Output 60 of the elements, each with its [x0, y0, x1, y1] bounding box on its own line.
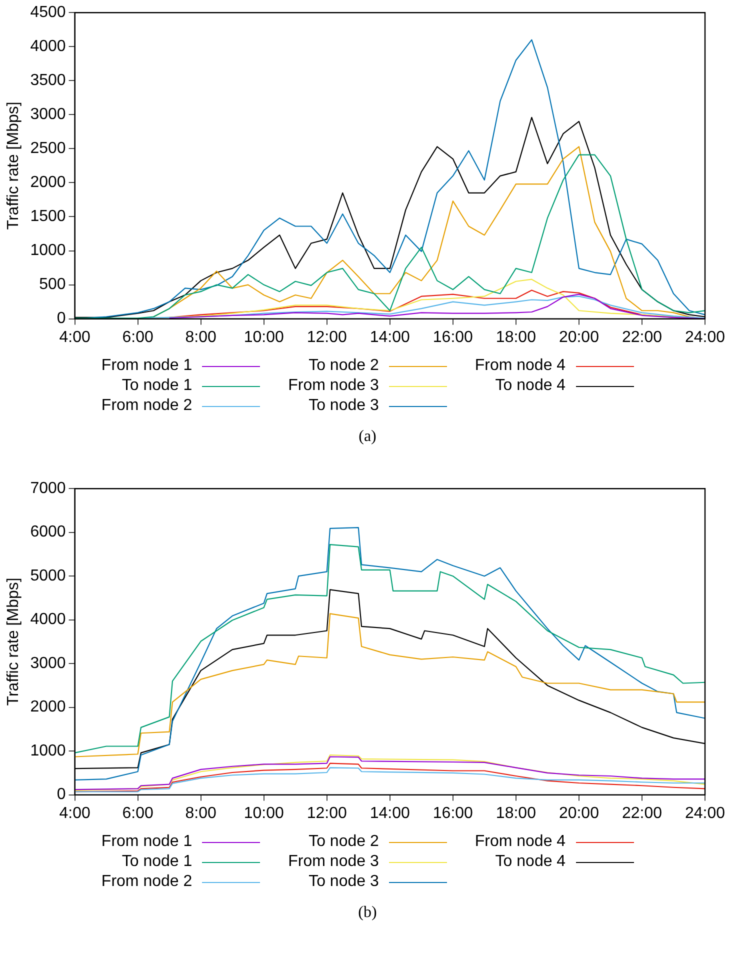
- legend-label: To node 3: [308, 397, 379, 415]
- legend-label: From node 1: [101, 833, 192, 851]
- legend-label: From node 4: [474, 833, 566, 851]
- y-axis-title: Traffic rate [Mbps]: [5, 102, 22, 230]
- x-tick-label: 10:00: [244, 328, 284, 346]
- x-tick-label: 8:00: [185, 804, 217, 822]
- y-tick-label: 1000: [30, 242, 66, 260]
- x-tick-label: 4:00: [59, 328, 90, 346]
- y-tick-label: 4500: [30, 4, 66, 22]
- legend-label: From node 2: [101, 873, 192, 891]
- y-tick-label: 0: [56, 786, 66, 804]
- y-tick-label: 1500: [30, 208, 66, 226]
- x-tick-label: 18:00: [496, 328, 536, 346]
- y-tick-label: 2000: [30, 174, 66, 192]
- y-tick-label: 4000: [30, 38, 66, 56]
- legend-label: To node 4: [495, 853, 566, 871]
- y-axis-title: Traffic rate [Mbps]: [5, 578, 22, 706]
- y-tick-label: 3500: [30, 72, 66, 90]
- x-tick-label: 8:00: [185, 328, 217, 346]
- x-tick-label: 14:00: [370, 328, 410, 346]
- y-tick-label: 2000: [30, 698, 66, 716]
- y-tick-label: 2500: [30, 140, 66, 158]
- text: (a): [358, 428, 378, 446]
- y-tick-label: 500: [39, 276, 66, 294]
- y-tick-label: 7000: [30, 480, 66, 498]
- x-tick-label: 22:00: [622, 804, 662, 822]
- x-tick-label: 18:00: [496, 804, 536, 822]
- x-tick-label: 20:00: [558, 804, 600, 822]
- y-tick-label: 3000: [30, 106, 66, 124]
- x-tick-label: 24:00: [684, 328, 726, 346]
- legend-label: To node 2: [308, 357, 379, 375]
- legend-label: To node 1: [122, 377, 192, 395]
- y-tick-label: 6000: [30, 524, 66, 541]
- legend-label: To node 3: [308, 873, 379, 891]
- x-tick-label: 6:00: [122, 328, 154, 346]
- x-tick-label: 6:00: [122, 804, 154, 822]
- x-tick-label: 24:00: [684, 804, 726, 822]
- legend-label: From node 4: [474, 357, 566, 375]
- x-tick-label: 20:00: [558, 328, 600, 346]
- x-tick-label: 22:00: [622, 328, 662, 346]
- y-tick-label: 3000: [30, 654, 66, 672]
- y-tick-label: 5000: [30, 567, 66, 584]
- x-tick-label: 16:00: [432, 328, 474, 346]
- legend-label: From node 2: [101, 397, 192, 415]
- y-tick-label: 0: [56, 310, 66, 328]
- text: (b): [357, 904, 378, 922]
- legend-label: From node 3: [288, 377, 379, 395]
- x-tick-label: 12:00: [306, 804, 347, 822]
- legend-label: To node 2: [308, 833, 379, 851]
- legend-label: To node 1: [122, 853, 192, 871]
- x-tick-label: 12:00: [306, 328, 347, 346]
- x-tick-label: 4:00: [59, 804, 90, 822]
- x-tick-label: 10:00: [244, 804, 284, 822]
- y-tick-label: 4000: [30, 611, 66, 628]
- x-tick-label: 14:00: [370, 804, 410, 822]
- legend-label: From node 3: [288, 853, 379, 871]
- legend-label: From node 1: [101, 357, 192, 375]
- y-tick-label: 1000: [30, 742, 66, 760]
- legend-label: To node 4: [495, 377, 566, 395]
- x-tick-label: 16:00: [432, 804, 474, 822]
